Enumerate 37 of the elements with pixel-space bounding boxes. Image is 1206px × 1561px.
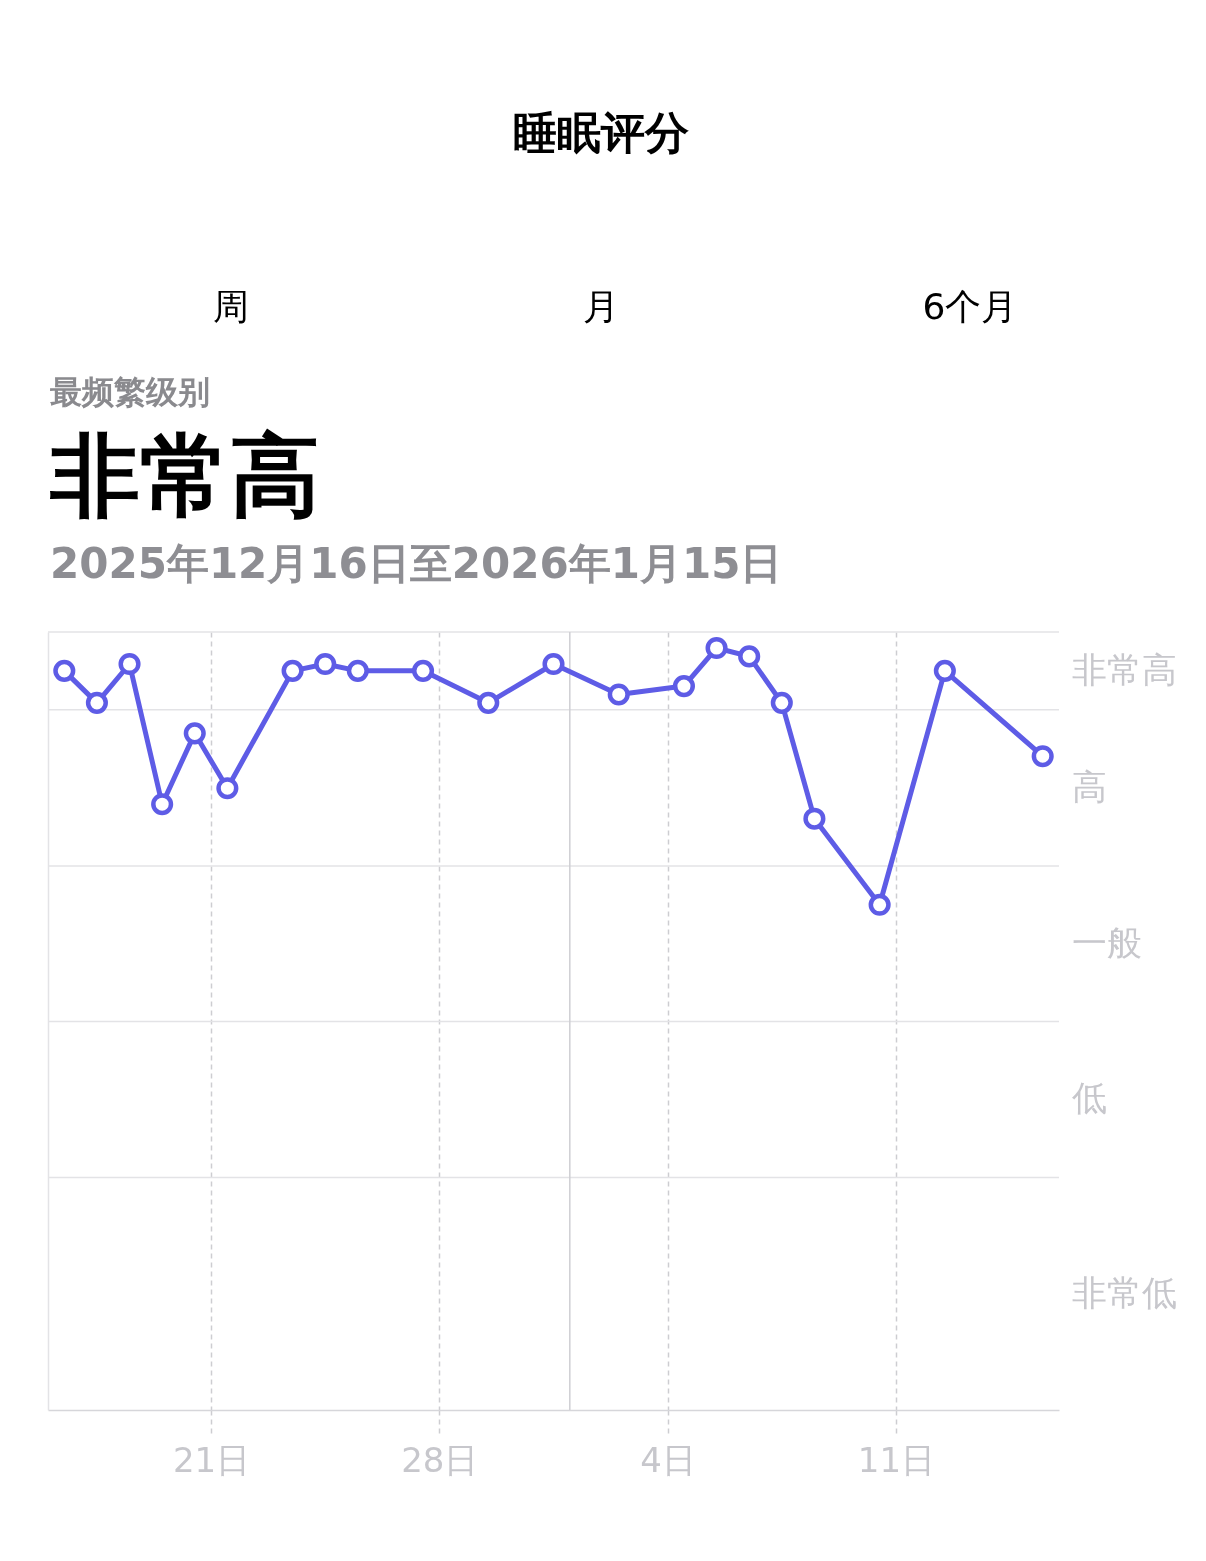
x-tick-label: 11日 — [857, 1439, 936, 1480]
point — [770, 691, 793, 714]
point — [542, 652, 565, 676]
point — [412, 659, 435, 682]
point — [53, 659, 76, 682]
point — [607, 683, 630, 706]
point — [151, 793, 174, 816]
point — [216, 777, 239, 800]
text: 高 — [1072, 766, 1107, 807]
chart-subtitle: 2025年12月16日至2026年1月15日 — [50, 539, 783, 588]
point — [1031, 745, 1054, 768]
point — [705, 636, 728, 660]
text: 一般 — [1072, 922, 1142, 963]
point — [118, 652, 141, 676]
x-tick-label: 21日 — [172, 1439, 251, 1480]
text: 月 — [583, 286, 619, 327]
text: 低 — [1072, 1078, 1107, 1119]
text: 非常低 — [1072, 1272, 1177, 1313]
text: 非常高 — [49, 423, 320, 528]
chart-title: 睡眠评分 — [513, 107, 689, 158]
point — [477, 691, 500, 714]
point — [281, 659, 304, 682]
point — [85, 691, 108, 714]
point — [672, 675, 695, 698]
point — [346, 659, 369, 682]
point — [803, 807, 826, 830]
point — [183, 722, 206, 745]
text: 最频繁级别 — [50, 373, 210, 411]
point — [868, 893, 891, 916]
point — [738, 645, 761, 668]
x-tick-label: 4日 — [640, 1439, 696, 1480]
text: 非常高 — [1072, 649, 1177, 690]
x-tick-label: 28日 — [401, 1439, 479, 1480]
text: 6个月 — [922, 286, 1018, 327]
point — [314, 652, 337, 676]
text: 周 — [213, 286, 249, 327]
point — [933, 659, 956, 682]
